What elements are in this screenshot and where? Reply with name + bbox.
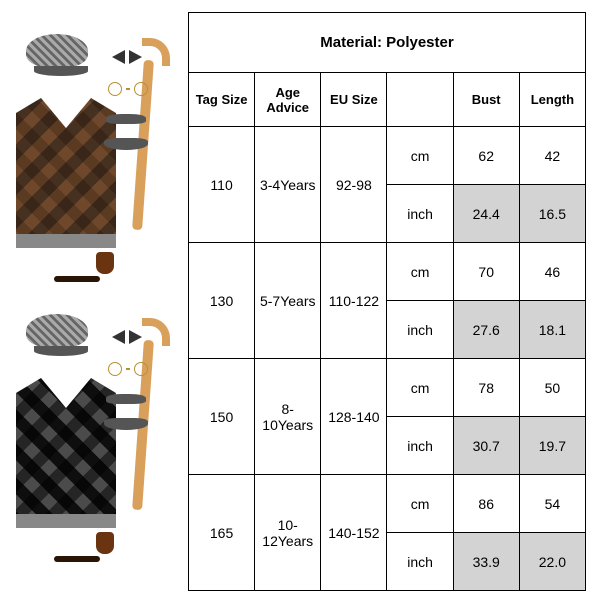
cell-length-in: 18.1: [519, 301, 585, 359]
cap-icon: [26, 34, 88, 76]
cell-bust-cm: 62: [453, 127, 519, 185]
cell-unit-cm: cm: [387, 127, 453, 185]
table-row: 165 10-12Years 140-152 cm 86 54: [189, 475, 586, 533]
table-row: 150 8-10Years 128-140 cm 78 50: [189, 359, 586, 417]
header-tag-size: Tag Size: [189, 73, 255, 127]
eyebrow-icon: [106, 114, 146, 124]
header-bust: Bust: [453, 73, 519, 127]
header-blank: [387, 73, 453, 127]
cell-unit-inch: inch: [387, 301, 453, 359]
cell-age: 8-10Years: [255, 359, 321, 475]
cell-unit-cm: cm: [387, 359, 453, 417]
cane-icon: [142, 318, 170, 508]
header-length: Length: [519, 73, 585, 127]
cell-length-in: 16.5: [519, 185, 585, 243]
cell-eu: 92-98: [321, 127, 387, 243]
cell-length-cm: 50: [519, 359, 585, 417]
cell-bust-cm: 78: [453, 359, 519, 417]
mustache-icon: [104, 138, 148, 150]
cell-unit-cm: cm: [387, 243, 453, 301]
cell-eu: 128-140: [321, 359, 387, 475]
bowtie-icon: [112, 330, 142, 344]
material-value: Polyester: [386, 34, 454, 51]
cell-bust-in: 30.7: [453, 417, 519, 475]
cell-age: 5-7Years: [255, 243, 321, 359]
cell-tag: 130: [189, 243, 255, 359]
material-row: Material: Polyester: [189, 13, 586, 73]
cell-bust-in: 33.9: [453, 533, 519, 591]
glasses-icon: [108, 362, 148, 376]
header-row: Tag Size Age Advice EU Size Bust Length: [189, 73, 586, 127]
cell-tag: 150: [189, 359, 255, 475]
cell-unit-inch: inch: [387, 533, 453, 591]
cell-tag: 110: [189, 127, 255, 243]
table-row: 110 3-4Years 92-98 cm 62 42: [189, 127, 586, 185]
cell-bust-in: 24.4: [453, 185, 519, 243]
product-set-brown: [4, 30, 184, 290]
cell-age: 10-12Years: [255, 475, 321, 591]
cell-age: 3-4Years: [255, 127, 321, 243]
cell-length-cm: 54: [519, 475, 585, 533]
material-cell: Material: Polyester: [189, 13, 586, 73]
glasses-icon: [108, 82, 148, 96]
cell-eu: 140-152: [321, 475, 387, 591]
material-label: Material:: [320, 34, 382, 51]
pipe-icon: [54, 252, 114, 284]
cell-bust-in: 27.6: [453, 301, 519, 359]
table-row: 130 5-7Years 110-122 cm 70 46: [189, 243, 586, 301]
cell-eu: 110-122: [321, 243, 387, 359]
vest-black-icon: [16, 378, 116, 528]
cane-icon: [142, 38, 170, 228]
cell-bust-cm: 86: [453, 475, 519, 533]
cell-unit-inch: inch: [387, 417, 453, 475]
eyebrow-icon: [106, 394, 146, 404]
pipe-icon: [54, 532, 114, 564]
cell-length-in: 19.7: [519, 417, 585, 475]
header-eu-size: EU Size: [321, 73, 387, 127]
size-chart-table: Material: Polyester Tag Size Age Advice …: [188, 12, 586, 591]
cell-length-cm: 42: [519, 127, 585, 185]
bowtie-icon: [112, 50, 142, 64]
cell-unit-cm: cm: [387, 475, 453, 533]
product-images-panel: [0, 0, 188, 600]
product-set-black: [4, 310, 184, 570]
cell-unit-inch: inch: [387, 185, 453, 243]
cell-bust-cm: 70: [453, 243, 519, 301]
size-chart-panel: Material: Polyester Tag Size Age Advice …: [188, 0, 600, 600]
header-age-advice: Age Advice: [255, 73, 321, 127]
vest-brown-icon: [16, 98, 116, 248]
cell-tag: 165: [189, 475, 255, 591]
cell-length-cm: 46: [519, 243, 585, 301]
cell-length-in: 22.0: [519, 533, 585, 591]
cap-icon: [26, 314, 88, 356]
mustache-icon: [104, 418, 148, 430]
